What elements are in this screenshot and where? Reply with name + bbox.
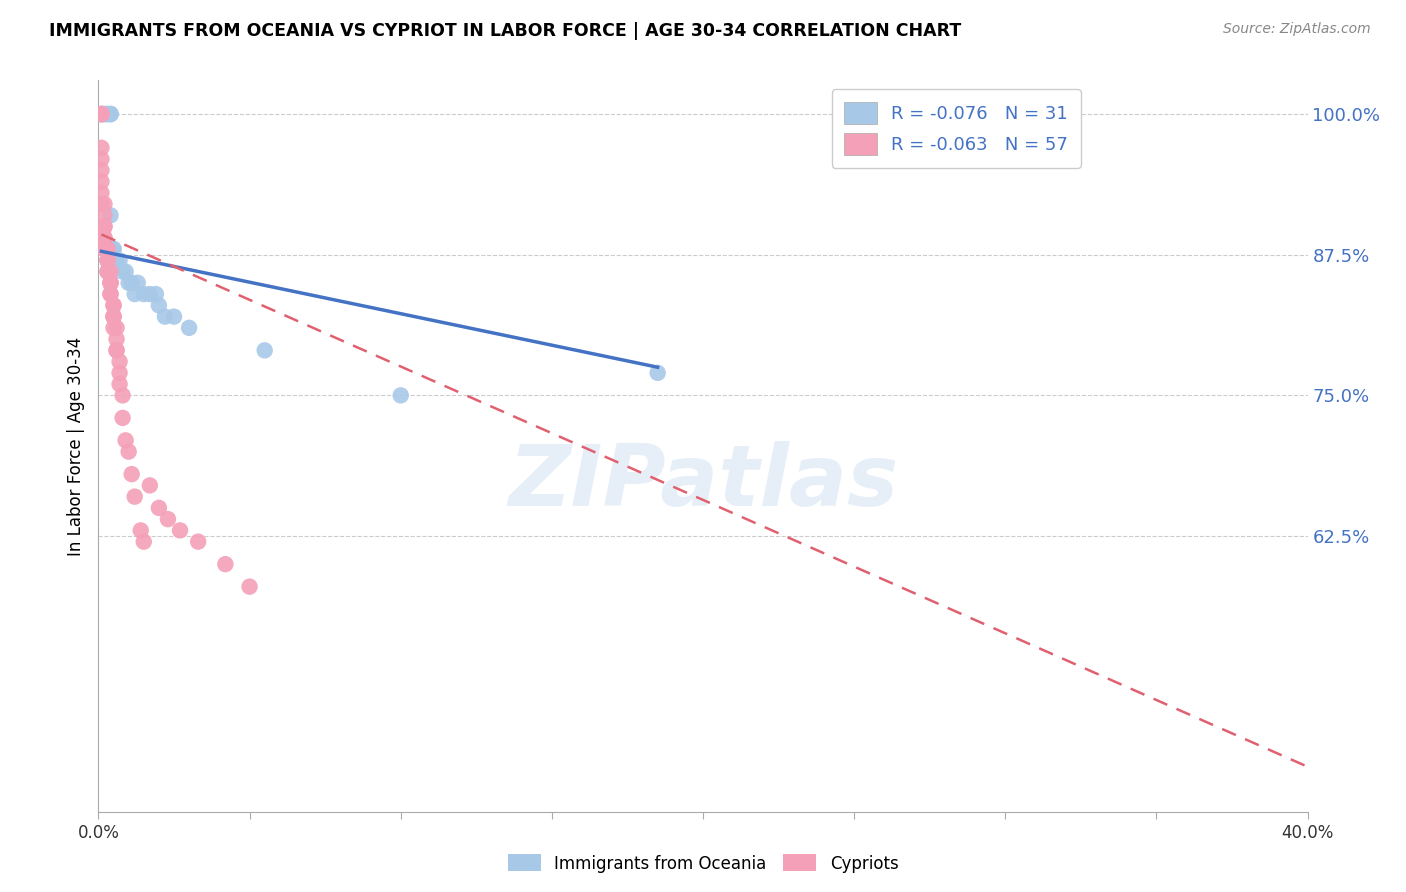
Point	[105, 332, 128, 346]
Point	[100, 107, 122, 121]
Point	[103, 242, 125, 256]
Point	[103, 298, 125, 312]
Point	[96, 264, 118, 278]
Point	[124, 490, 146, 504]
Point	[90, 107, 112, 121]
Point	[103, 310, 125, 324]
Point	[148, 298, 170, 312]
Point	[169, 524, 191, 538]
Point	[90, 152, 112, 166]
Point	[90, 107, 112, 121]
Point	[647, 366, 669, 380]
Point	[90, 163, 112, 178]
Point	[103, 242, 125, 256]
Point	[96, 107, 118, 121]
Point	[114, 264, 136, 278]
Point	[389, 388, 412, 402]
Point	[124, 287, 146, 301]
Point	[103, 298, 125, 312]
Point	[132, 534, 155, 549]
Point	[90, 175, 112, 189]
Point	[139, 287, 162, 301]
Point	[100, 107, 122, 121]
Point	[100, 276, 122, 290]
Point	[118, 444, 141, 458]
Point	[103, 321, 125, 335]
Text: Source: ZipAtlas.com: Source: ZipAtlas.com	[1223, 22, 1371, 37]
Text: ZIPatlas: ZIPatlas	[508, 441, 898, 524]
Legend: Immigrants from Oceania, Cypriots: Immigrants from Oceania, Cypriots	[501, 847, 905, 880]
Point	[100, 107, 122, 121]
Point	[93, 197, 115, 211]
Point	[156, 512, 179, 526]
Point	[239, 580, 262, 594]
Point	[153, 310, 176, 324]
Point	[96, 242, 118, 256]
Point	[105, 253, 128, 268]
Point	[90, 141, 112, 155]
Point	[93, 107, 115, 121]
Point	[148, 500, 170, 515]
Point	[121, 276, 143, 290]
Point	[90, 197, 112, 211]
Point	[90, 107, 112, 121]
Point	[100, 276, 122, 290]
Point	[121, 467, 143, 482]
Point	[90, 107, 112, 121]
Point	[96, 253, 118, 268]
Point	[100, 276, 122, 290]
Point	[100, 208, 122, 222]
Point	[105, 343, 128, 358]
Point	[105, 343, 128, 358]
Point	[93, 219, 115, 234]
Point	[111, 410, 134, 425]
Point	[118, 276, 141, 290]
Point	[108, 377, 131, 392]
Point	[90, 107, 112, 121]
Text: IMMIGRANTS FROM OCEANIA VS CYPRIOT IN LABOR FORCE | AGE 30-34 CORRELATION CHART: IMMIGRANTS FROM OCEANIA VS CYPRIOT IN LA…	[49, 22, 962, 40]
Point	[93, 107, 115, 121]
Point	[127, 276, 149, 290]
Point	[214, 557, 236, 571]
Point	[114, 434, 136, 448]
Point	[93, 219, 115, 234]
Point	[96, 253, 118, 268]
Point	[187, 534, 209, 549]
Point	[108, 354, 131, 368]
Y-axis label: In Labor Force | Age 30-34: In Labor Force | Age 30-34	[66, 336, 84, 556]
Point	[179, 321, 201, 335]
Point	[108, 366, 131, 380]
Point	[100, 264, 122, 278]
Point	[111, 264, 134, 278]
Legend: R = -0.076   N = 31, R = -0.063   N = 57: R = -0.076 N = 31, R = -0.063 N = 57	[832, 89, 1081, 168]
Point	[132, 287, 155, 301]
Point	[100, 287, 122, 301]
Point	[96, 107, 118, 121]
Point	[129, 524, 152, 538]
Point	[93, 242, 115, 256]
Point	[111, 388, 134, 402]
Point	[96, 242, 118, 256]
Point	[108, 253, 131, 268]
Point	[103, 310, 125, 324]
Point	[105, 321, 128, 335]
Point	[93, 231, 115, 245]
Point	[90, 186, 112, 200]
Point	[90, 107, 112, 121]
Point	[253, 343, 276, 358]
Point	[103, 310, 125, 324]
Point	[100, 287, 122, 301]
Point	[93, 208, 115, 222]
Point	[96, 253, 118, 268]
Point	[96, 264, 118, 278]
Point	[93, 231, 115, 245]
Point	[163, 310, 186, 324]
Point	[145, 287, 167, 301]
Point	[139, 478, 162, 492]
